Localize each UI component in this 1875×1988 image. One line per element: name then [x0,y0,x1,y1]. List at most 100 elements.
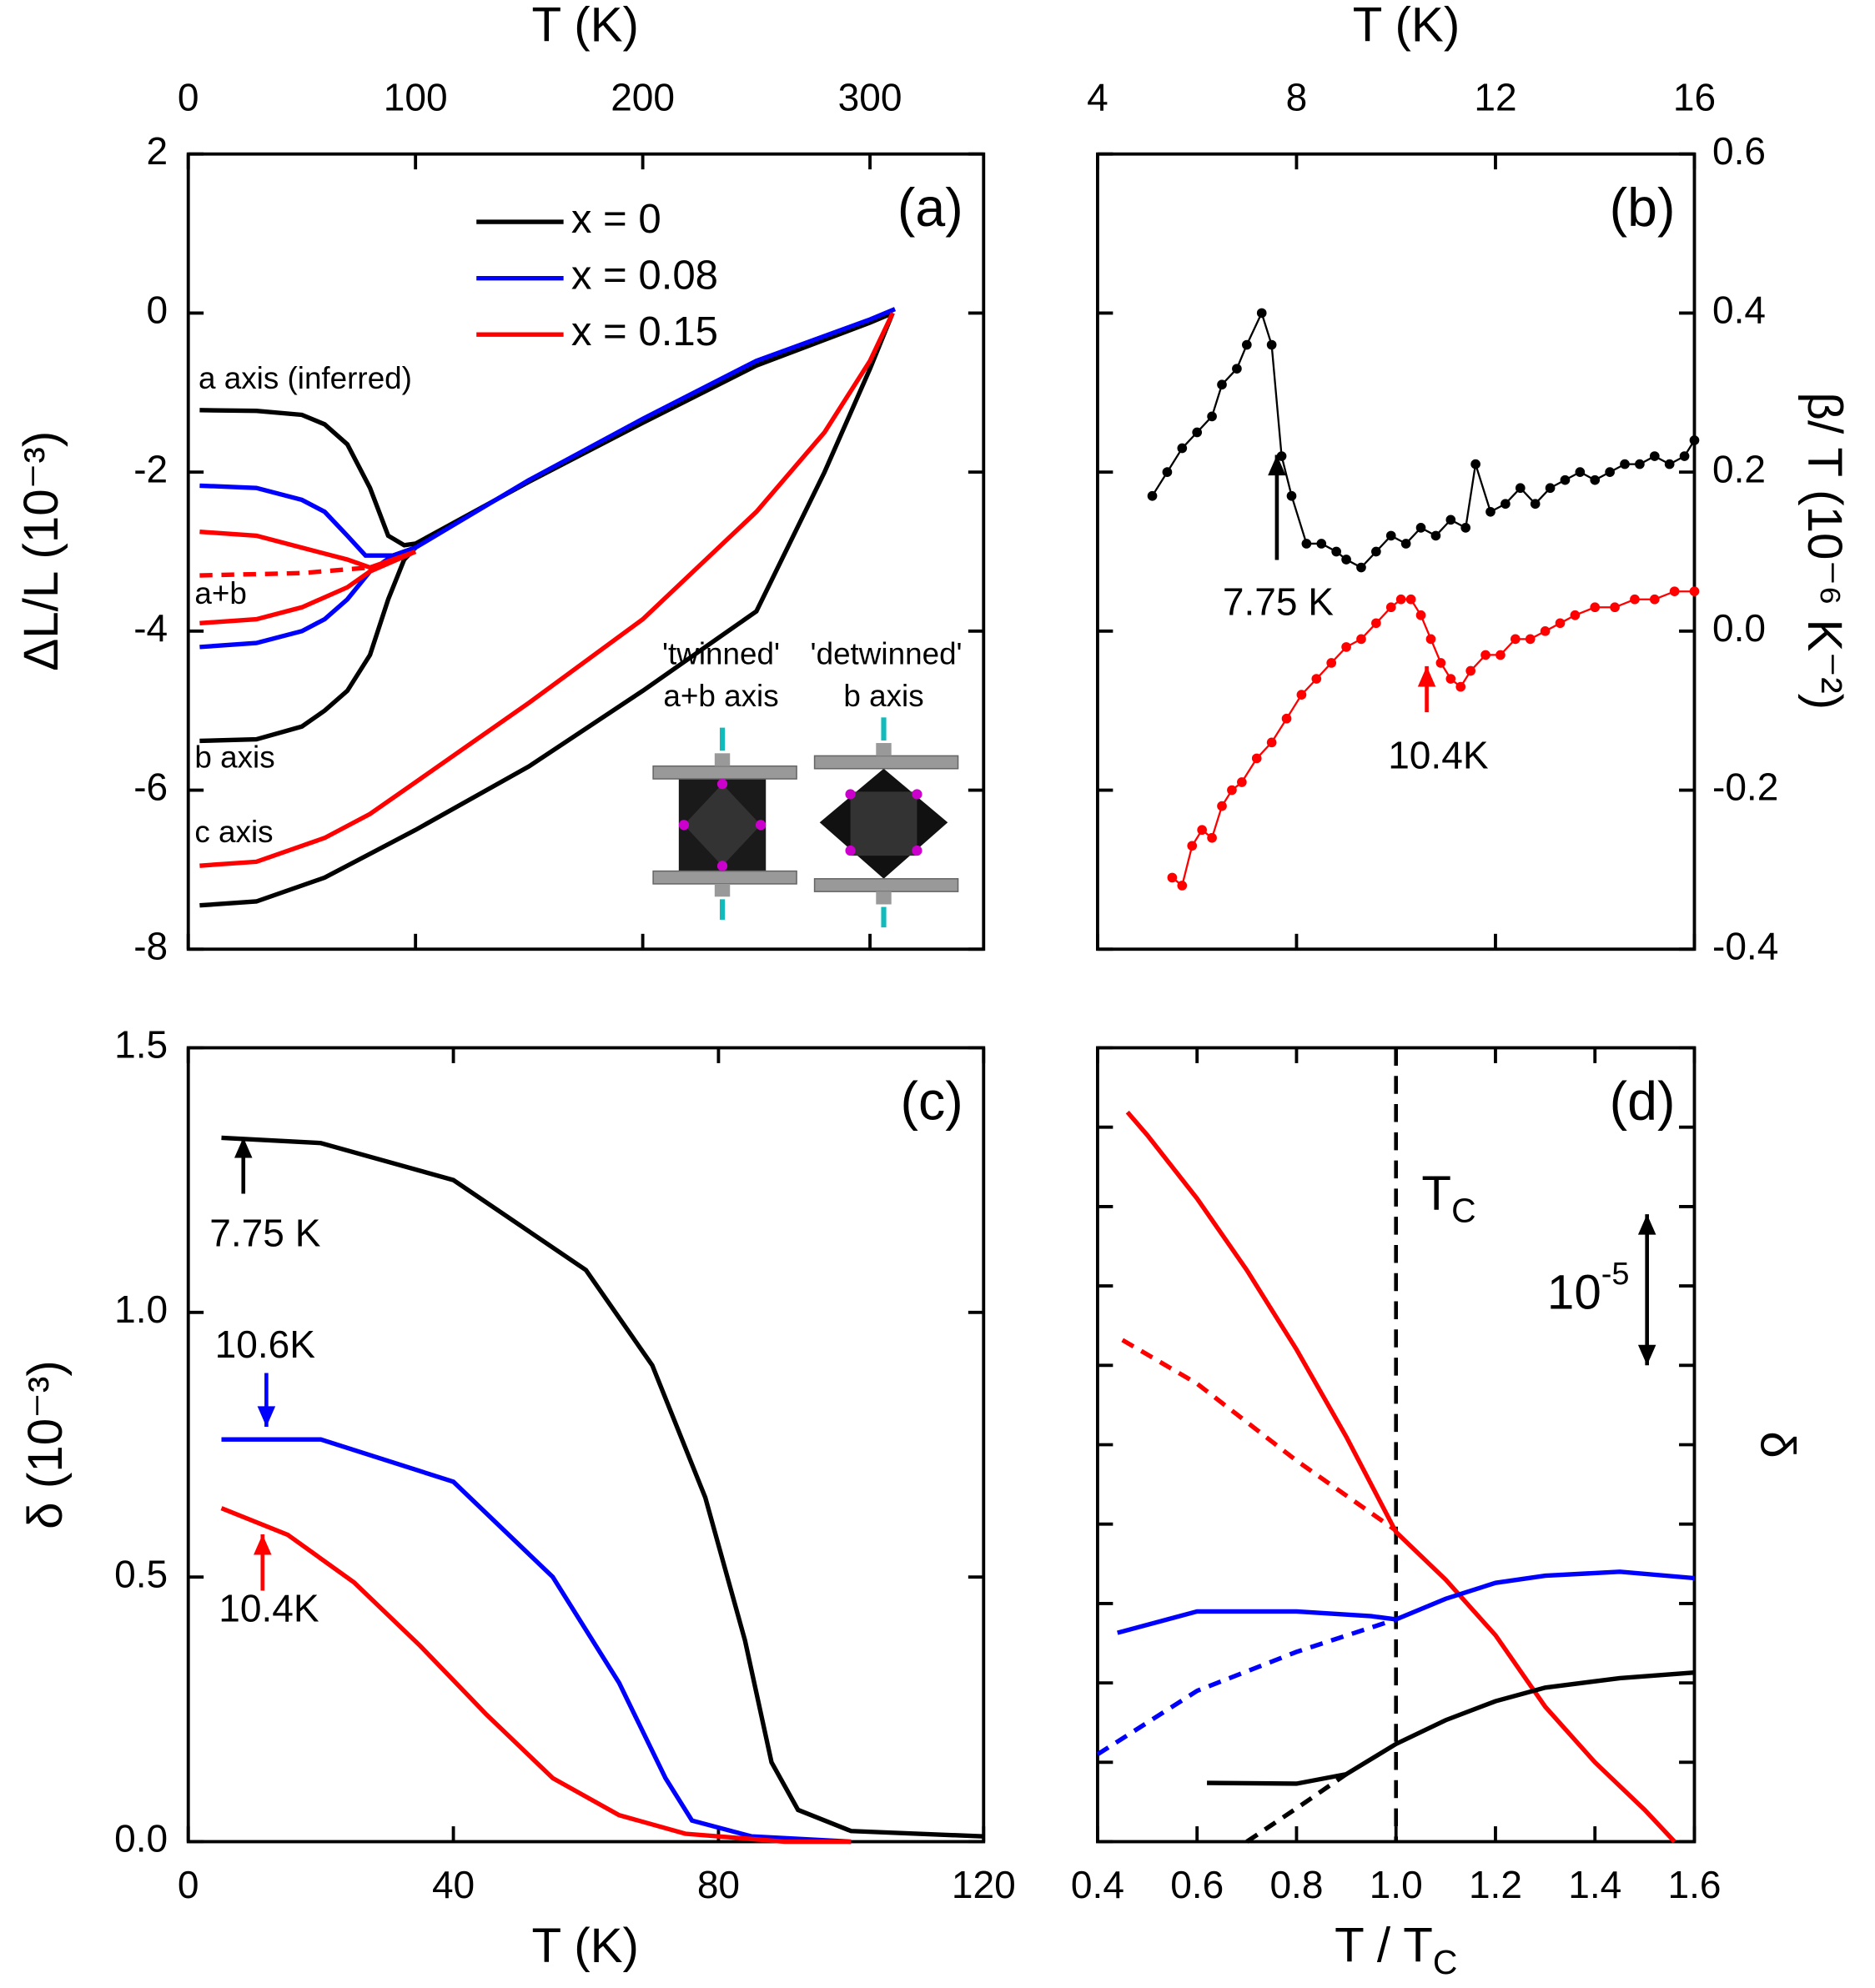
series-line [199,310,894,548]
y-tick-label: -0.2 [1712,766,1778,809]
crystal-face [850,791,917,856]
data-point [1217,801,1227,811]
arrow-head [254,1534,272,1555]
arrow-head [1637,1344,1656,1366]
data-point [1341,555,1351,565]
data-point [1341,642,1351,652]
data-point [1689,586,1700,596]
panel-label: (a) [897,178,963,238]
y-tick-label: 0.0 [114,1817,168,1860]
annotation: 7.75 K [209,1211,320,1254]
series-line [199,550,417,625]
x-tick-label: 120 [952,1863,1016,1906]
x-tick-label: 1.4 [1568,1863,1621,1906]
data-point [1470,459,1480,469]
data-point [1187,841,1198,851]
y-tick-label: -4 [133,606,168,650]
y-tick-label: 2 [147,129,168,173]
arrow-head [1268,454,1286,476]
arrow-head [1637,1214,1656,1235]
y-tick-label: 1.0 [114,1288,168,1331]
data-point [1385,602,1396,613]
data-point [1620,459,1630,469]
data-point [1649,594,1660,605]
inset-twinned [652,727,797,920]
panel-label: (c) [901,1072,963,1132]
series-line [199,312,895,908]
y-axis-label: ΔL/L (10⁻³) [14,431,68,671]
data-point [1311,674,1322,684]
y-axis-label: δ [1750,1431,1804,1458]
data-point [1570,610,1581,620]
y-tick-label: 1.5 [114,1023,168,1067]
x-axis-label-sub: C [1433,1943,1458,1981]
annotation: b axis [194,740,274,775]
data-point [1385,530,1396,541]
y-tick-label: -0.4 [1712,924,1778,967]
x-axis-label: T (K) [531,1919,639,1973]
data-point [1371,618,1381,629]
data-point [1331,546,1341,557]
series-line [221,1135,984,1839]
series-line [221,1437,852,1845]
x-axis-label: T (K) [531,0,639,53]
x-tick-label: 0.8 [1269,1863,1323,1906]
data-point [1525,634,1536,645]
annotation: 'detwinned' [811,636,963,670]
series-line [1125,1110,1676,1844]
crystal-face [683,784,762,866]
annotation: a+b axis [663,679,778,713]
annotation: 10-5 [1547,1257,1630,1320]
data-point [1545,483,1556,494]
data-point [1495,650,1506,660]
annotation-sup: -5 [1601,1257,1630,1292]
data-point [1405,594,1416,605]
plot-frame [186,152,986,951]
plot-frame [186,1046,986,1844]
data-point [1286,490,1297,501]
data-point [1425,634,1436,645]
data-point [1415,610,1426,620]
x-tick-label: 100 [384,75,448,118]
atom [912,789,922,800]
data-point [1445,515,1456,525]
data-point [1162,467,1173,477]
x-tick-label: 16 [1673,75,1716,118]
plate [813,755,959,770]
data-point [1605,467,1615,477]
data-point [1555,618,1566,629]
data-point [1465,665,1475,676]
data-point [1510,634,1521,645]
y-tick-label: -8 [133,924,168,967]
data-point [1480,650,1490,660]
x-tick-label: 0.4 [1071,1863,1124,1906]
plot-frame [1096,152,1697,951]
data-point [1356,634,1366,645]
x-tick-label: 0.6 [1170,1863,1224,1906]
data-point [1575,467,1586,477]
y-tick-label: -6 [133,766,168,809]
data-point [1177,881,1188,891]
data-point [1679,451,1690,461]
data-point [1192,427,1203,438]
x-tick-label: 8 [1286,75,1308,118]
y-tick-label: 0 [147,289,168,332]
atom [845,789,856,800]
y-tick-label: 0.4 [1712,289,1766,332]
data-point [1197,825,1207,836]
data-point [1430,530,1441,541]
plate-stem [714,883,731,897]
annotation: a axis (inferred) [199,361,412,395]
data-point [1356,562,1366,573]
data-point [1669,586,1680,596]
data-point [1147,490,1158,501]
x-tick-label: 80 [697,1863,740,1906]
annotation-main: 10 [1547,1266,1601,1320]
annotation: a+b [194,576,247,610]
series-line [199,545,417,650]
data-point [1237,777,1247,787]
x-axis-label: T (K) [1353,0,1460,53]
